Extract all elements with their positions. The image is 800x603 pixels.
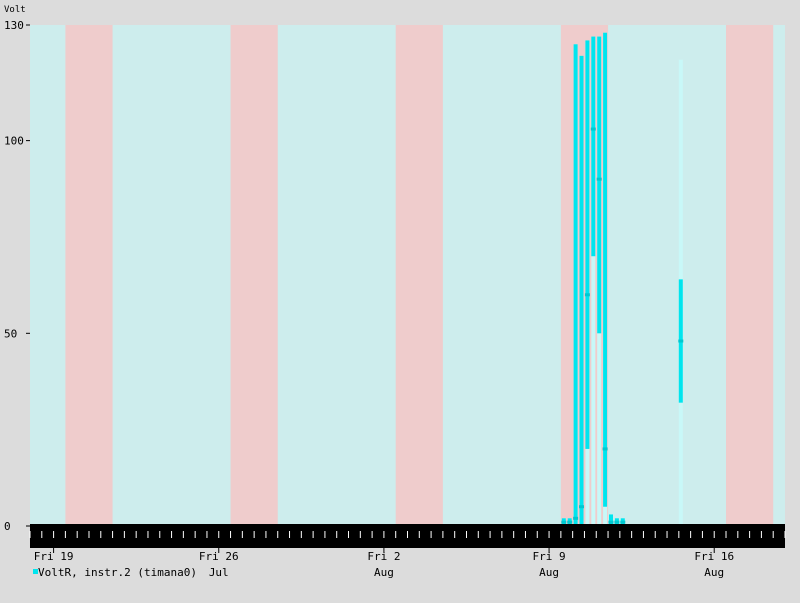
x-axis: Fri 19 Fri 26 Jul Fri 2 Aug Fri 9 Aug Fri 16 Aug <box>34 548 734 579</box>
legend-series-label: VoltR, instr.2 (timana0) <box>38 566 197 579</box>
y-tick-label: 100 <box>4 135 24 148</box>
x-tick-month: Aug <box>374 566 394 579</box>
y-tick-label: 50 <box>4 327 17 340</box>
legend: VoltR, instr.2 (timana0) <box>33 566 197 579</box>
y-axis-unit: Volt <box>4 5 26 15</box>
x-tick-label: Fri 9 <box>533 550 566 563</box>
x-tick-label: Fri 19 <box>34 550 74 563</box>
avg-point <box>608 520 614 524</box>
avg-point <box>584 293 590 297</box>
avg-point <box>573 516 579 520</box>
y-tick-label: 0 <box>4 520 11 533</box>
weekend-band <box>65 25 113 526</box>
avg-point <box>561 520 567 524</box>
time-strip <box>29 524 786 548</box>
y-tick-label: 130 <box>4 19 24 32</box>
max-bar <box>591 36 596 527</box>
y-axis: Volt 0 50 100 130 <box>4 5 30 533</box>
range-bar <box>579 55 584 526</box>
avg-point <box>620 520 626 524</box>
x-tick-month: Aug <box>539 566 559 579</box>
avg-point <box>567 520 573 524</box>
weekend-band <box>726 25 774 526</box>
x-tick-month: Aug <box>704 566 724 579</box>
range-bar <box>597 36 602 334</box>
avg-point <box>614 520 620 524</box>
avg-point <box>579 505 585 509</box>
weekend-band <box>230 25 278 526</box>
data-series <box>561 32 684 527</box>
x-tick-label: Fri 2 <box>367 550 400 563</box>
weekend-band <box>395 25 443 526</box>
range-bar <box>591 36 596 257</box>
avg-point <box>602 447 608 451</box>
avg-point <box>596 177 602 181</box>
range-bar <box>603 32 608 507</box>
range-bar <box>585 40 590 449</box>
avg-point <box>590 127 596 131</box>
range-bar <box>573 44 578 527</box>
legend-swatch <box>33 569 38 574</box>
x-tick-label: Fri 16 <box>694 550 734 563</box>
avg-point <box>678 339 684 343</box>
x-tick-month: Jul <box>209 566 229 579</box>
x-tick-label: Fri 26 <box>199 550 239 563</box>
range-bar <box>608 514 613 526</box>
